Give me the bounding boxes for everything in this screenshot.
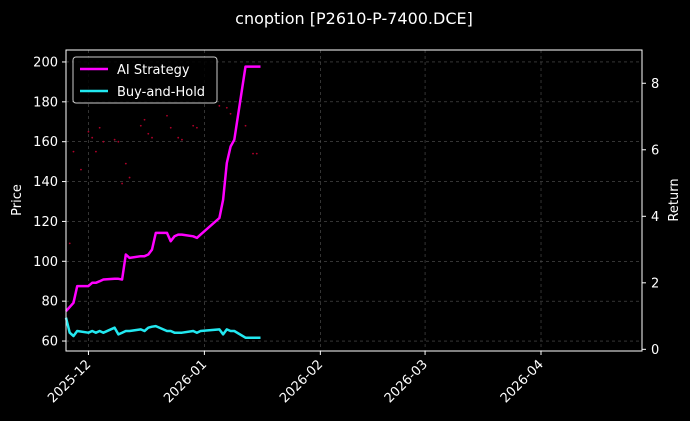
- scatter-point: [151, 136, 153, 139]
- y-tick-label: 80: [41, 295, 58, 310]
- scatter-point: [117, 140, 120, 143]
- scatter-point: [80, 168, 82, 171]
- scatter-point: [113, 138, 116, 141]
- y2-tick-label: 6: [651, 143, 659, 158]
- scatter-point: [225, 106, 228, 109]
- scatter-point: [139, 124, 142, 127]
- scatter-point: [147, 132, 150, 135]
- y2-tick-label: 4: [651, 210, 659, 225]
- y2-tick-label: 8: [651, 77, 659, 92]
- y-tick-label: 140: [33, 175, 58, 190]
- legend: AI Strategy Buy-and-Hold: [72, 56, 218, 104]
- scatter-point: [181, 138, 183, 141]
- y-tick-label: 100: [33, 255, 58, 270]
- y-tick-label: 120: [33, 215, 58, 230]
- chart-title: cnoption [P2610-P-7400.DCE]: [235, 9, 473, 28]
- y-axis-left: 60 80 100 120 140 160 180 200: [33, 55, 66, 350]
- y-axis-right: 0 2 4 6 8: [642, 77, 659, 358]
- scatter-point: [91, 136, 94, 139]
- scatter-point: [68, 242, 71, 245]
- y-tick-label: 180: [33, 95, 58, 110]
- y2-axis-label: Return: [667, 178, 682, 221]
- plot-frame: [65, 49, 643, 352]
- scatter-point: [72, 150, 75, 153]
- y-tick-label: 60: [41, 335, 58, 350]
- scatter-point: [121, 182, 124, 185]
- scatter-point: [244, 124, 247, 127]
- scatter-point: [169, 126, 172, 129]
- scatter-point: [143, 118, 146, 121]
- legend-label-buy-and-hold: Buy-and-Hold: [117, 85, 205, 100]
- series-line-buy-and-hold: [64, 317, 261, 339]
- y2-tick-label: 2: [651, 276, 659, 291]
- scatter-point: [192, 124, 195, 127]
- line-series: [64, 65, 261, 339]
- legend-box: [72, 56, 218, 104]
- scatter-point: [98, 126, 101, 129]
- scatter-point: [102, 140, 105, 143]
- series-line-ai-strategy: [65, 65, 261, 312]
- scatter-point: [196, 126, 198, 129]
- scatter-point: [128, 176, 131, 179]
- scatter-point: [218, 104, 221, 107]
- scatter-point: [252, 152, 254, 155]
- scatter-point: [229, 112, 232, 115]
- legend-label-ai-strategy: AI Strategy: [117, 63, 190, 78]
- y2-tick-label: 0: [651, 343, 659, 358]
- scatter-point: [95, 150, 97, 153]
- scatter-series: [68, 104, 258, 245]
- y-tick-label: 200: [33, 55, 58, 70]
- y-tick-label: 160: [33, 135, 58, 150]
- scatter-point: [166, 114, 168, 117]
- scatter-point: [124, 162, 127, 165]
- scatter-point: [255, 152, 258, 155]
- y-axis-label: Price: [10, 184, 25, 216]
- scatter-point: [177, 136, 180, 139]
- scatter-point: [87, 130, 90, 133]
